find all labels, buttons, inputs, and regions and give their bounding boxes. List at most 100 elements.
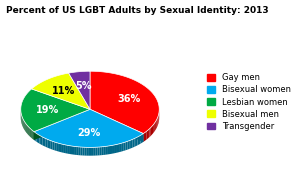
Polygon shape (26, 124, 27, 133)
Polygon shape (112, 145, 114, 154)
Polygon shape (42, 137, 44, 146)
Polygon shape (136, 137, 137, 146)
Polygon shape (131, 139, 133, 148)
Polygon shape (37, 134, 38, 143)
Polygon shape (90, 109, 143, 142)
Polygon shape (139, 135, 140, 145)
Polygon shape (68, 145, 70, 154)
Polygon shape (89, 147, 91, 156)
Text: 36%: 36% (117, 94, 140, 104)
Polygon shape (34, 109, 90, 140)
Polygon shape (47, 139, 49, 148)
Polygon shape (95, 147, 98, 156)
Polygon shape (35, 133, 37, 142)
Polygon shape (102, 147, 104, 155)
Polygon shape (23, 120, 24, 129)
Polygon shape (78, 147, 80, 155)
Polygon shape (145, 131, 147, 141)
Polygon shape (31, 129, 32, 138)
Polygon shape (46, 139, 47, 148)
Polygon shape (114, 145, 116, 153)
Polygon shape (39, 135, 41, 144)
Polygon shape (58, 143, 60, 152)
Polygon shape (90, 71, 159, 134)
Polygon shape (51, 141, 52, 150)
Polygon shape (133, 139, 134, 148)
Polygon shape (56, 143, 58, 151)
Polygon shape (143, 132, 145, 142)
Polygon shape (93, 147, 95, 156)
Polygon shape (120, 143, 122, 152)
Polygon shape (118, 144, 120, 153)
Text: Percent of US LGBT Adults by Sexual Identity: 2013: Percent of US LGBT Adults by Sexual Iden… (6, 6, 268, 15)
Polygon shape (64, 145, 66, 153)
Polygon shape (85, 147, 87, 156)
Polygon shape (98, 147, 100, 156)
Text: 19%: 19% (35, 105, 59, 115)
Polygon shape (142, 134, 143, 143)
Polygon shape (32, 73, 90, 109)
Polygon shape (24, 122, 25, 130)
Polygon shape (134, 138, 136, 147)
Polygon shape (122, 143, 124, 151)
Polygon shape (153, 124, 154, 133)
Polygon shape (52, 141, 54, 150)
Polygon shape (137, 136, 139, 145)
Polygon shape (34, 109, 90, 140)
Polygon shape (76, 147, 78, 155)
Polygon shape (140, 134, 142, 144)
Polygon shape (108, 146, 110, 154)
Polygon shape (116, 144, 118, 153)
Polygon shape (158, 114, 159, 123)
Polygon shape (74, 146, 76, 155)
Polygon shape (128, 141, 129, 150)
Polygon shape (82, 147, 85, 156)
Polygon shape (69, 71, 90, 109)
Polygon shape (110, 145, 112, 154)
Polygon shape (156, 119, 157, 129)
Polygon shape (106, 146, 108, 155)
Polygon shape (148, 129, 149, 138)
Polygon shape (87, 147, 89, 156)
Polygon shape (38, 134, 39, 144)
Polygon shape (33, 131, 34, 140)
Polygon shape (66, 145, 68, 154)
Polygon shape (27, 125, 28, 134)
Polygon shape (100, 147, 102, 155)
Text: 29%: 29% (77, 128, 100, 138)
Polygon shape (29, 128, 30, 137)
Polygon shape (70, 146, 72, 154)
Polygon shape (22, 118, 23, 127)
Polygon shape (104, 146, 106, 155)
Polygon shape (34, 132, 35, 141)
Polygon shape (157, 118, 158, 128)
Polygon shape (54, 142, 56, 151)
Polygon shape (60, 144, 62, 152)
Polygon shape (91, 147, 93, 156)
Polygon shape (28, 126, 29, 135)
Polygon shape (155, 121, 156, 131)
Polygon shape (49, 140, 51, 149)
Polygon shape (152, 125, 153, 135)
Polygon shape (151, 126, 152, 136)
Polygon shape (41, 136, 42, 145)
Polygon shape (44, 138, 46, 147)
Polygon shape (62, 144, 64, 153)
Polygon shape (147, 130, 148, 139)
Polygon shape (149, 128, 151, 137)
Polygon shape (80, 147, 83, 156)
Text: 11%: 11% (52, 86, 75, 96)
Polygon shape (90, 109, 143, 142)
Polygon shape (129, 140, 131, 149)
Polygon shape (124, 142, 126, 151)
Polygon shape (25, 123, 26, 132)
Polygon shape (126, 141, 127, 150)
Polygon shape (32, 130, 33, 139)
Polygon shape (21, 89, 90, 132)
Polygon shape (154, 122, 155, 132)
Polygon shape (72, 146, 74, 155)
Polygon shape (30, 129, 31, 137)
Legend: Gay men, Bisexual women, Lesbian women, Bisexual men, Transgender: Gay men, Bisexual women, Lesbian women, … (206, 72, 293, 132)
Text: 5%: 5% (75, 81, 92, 91)
Polygon shape (34, 109, 143, 147)
